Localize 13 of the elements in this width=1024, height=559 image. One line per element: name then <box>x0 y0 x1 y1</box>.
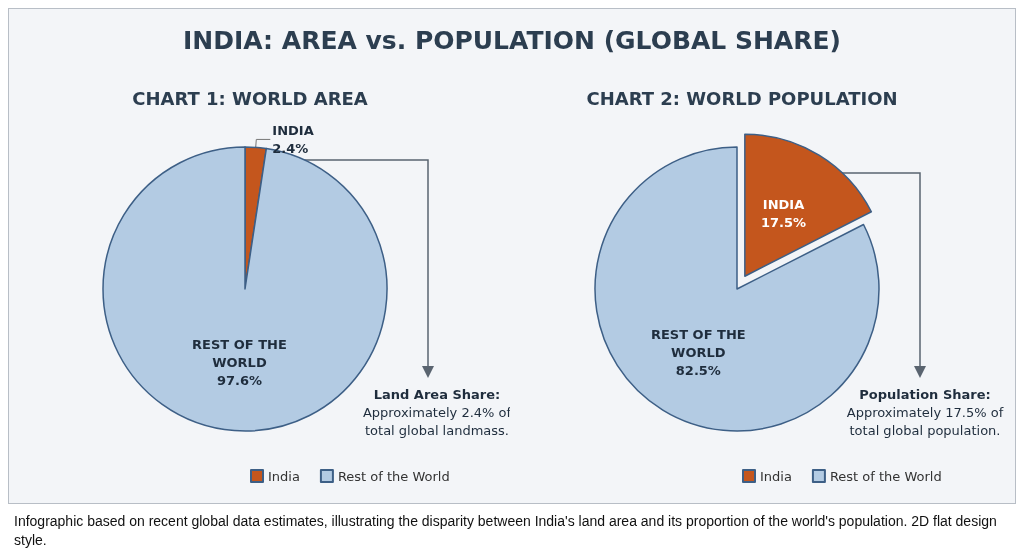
data-label: INDIA 17.5% <box>760 196 807 230</box>
text: Infographic based on recent global data estimates, illustrating the disparity between India's land area and its proportion of the world's population. 2D flat design style. <box>14 512 998 550</box>
data-label: REST OF THE WORLD 97.6% <box>192 337 287 389</box>
legend-label: Rest of the World <box>829 468 942 484</box>
chart-title: CHART 2: WORLD POPULATION <box>586 87 898 109</box>
chart-title: CHART 1: WORLD AREA <box>132 87 368 109</box>
text: INDIA: AREA vs. POPULATION (GLOBAL SHARE) <box>182 26 842 55</box>
legend-label: India <box>268 468 300 484</box>
data-label: INDIA 2.4% <box>272 122 314 156</box>
legend-label: Rest of the World <box>337 468 450 484</box>
text: Population Share: Approximately 17.5% of total global population. <box>846 387 1004 438</box>
legend-label: India <box>760 468 792 484</box>
data-label: REST OF THE WORLD 82.5% <box>650 326 746 378</box>
